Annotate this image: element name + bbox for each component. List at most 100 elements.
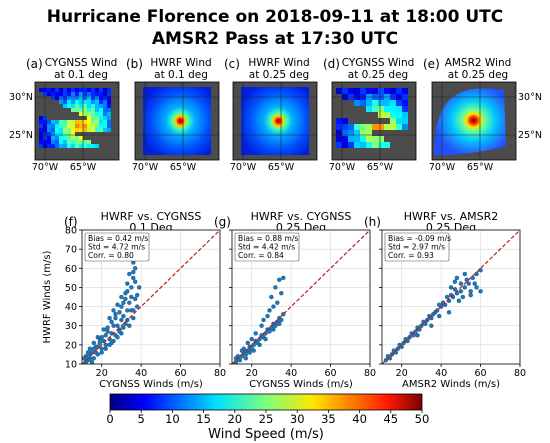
x-tick-label: 60 — [175, 368, 187, 379]
scatter-point — [462, 271, 467, 277]
scatter-point — [454, 275, 460, 281]
scatter-point — [253, 331, 258, 336]
colorbar-ticks: 0 5 10 15 20 25 30 35 40 45 50 — [106, 410, 429, 426]
map-lon-tick: 70°W — [329, 162, 356, 173]
scatter-point — [257, 342, 262, 348]
scatter-points — [81, 260, 142, 365]
map-title-line2: at 0.1 deg — [54, 69, 108, 81]
colorbar-gradient — [109, 393, 423, 411]
scatter-point — [91, 356, 97, 361]
stats-line: Std = 4.72 m/s — [88, 243, 145, 252]
scatter-point — [99, 350, 104, 355]
scatter-point — [437, 313, 442, 319]
map-title-line2: at 0.25 deg — [249, 69, 309, 81]
scatter-point — [437, 302, 442, 307]
x-axis-label: CYGNSS Winds (m/s) — [249, 379, 353, 390]
map-frame — [134, 81, 220, 161]
scatter-point — [131, 269, 136, 275]
map-panel-letter: (d) — [323, 57, 340, 71]
scatter-point — [269, 294, 274, 300]
scatter-point — [281, 275, 286, 281]
scatter-point — [111, 323, 116, 328]
scatter-point — [109, 319, 114, 325]
scatter-point — [444, 294, 450, 300]
map-lat-tick: 30°N — [518, 92, 542, 103]
map-frame — [232, 81, 318, 161]
scatter-point — [452, 279, 458, 284]
scatter-point — [279, 317, 284, 323]
scatter-point — [103, 342, 108, 348]
scatter-point — [95, 335, 101, 340]
colorbar: 0 5 10 15 20 25 30 35 40 45 50 Wind Speed (m/s) — [106, 393, 429, 442]
stats-box-frame — [234, 232, 300, 262]
map-lon-tick: 65°W — [367, 162, 394, 173]
y-tick-label: 70 — [65, 245, 77, 256]
scatter-point — [91, 346, 97, 351]
x-tick-label: 80 — [364, 368, 376, 379]
scatter-point — [132, 296, 138, 302]
scatter-title: HWRF vs. AMSR2 — [404, 210, 499, 223]
one-to-one-line — [231, 229, 371, 365]
colorbar-tick-label: 10 — [165, 412, 180, 426]
scatter-point — [132, 266, 138, 271]
stats-line: Corr. = 0.80 — [88, 251, 134, 260]
scatter-point — [123, 296, 128, 302]
map-panel-letter: (c) — [224, 57, 240, 71]
scatter-point — [468, 289, 473, 294]
scatter-point — [81, 356, 87, 361]
y-axis-label: HWRF Winds (m/s) — [42, 250, 53, 343]
stats-line: Corr. = 0.93 — [388, 251, 434, 260]
map-panel-letter: (b) — [126, 57, 143, 71]
scatter-panel-letter: (h) — [364, 215, 381, 229]
map-lat-tick: 25°N — [518, 130, 542, 141]
scatter-point — [448, 285, 454, 290]
scatter-point — [107, 315, 112, 321]
one-to-one-line — [381, 229, 521, 365]
y-tick-label: 50 — [65, 283, 77, 294]
scatter-point — [127, 271, 132, 277]
map-lon-tick: 70°W — [230, 162, 257, 173]
scatter-title: HWRF vs. CYGNSS — [101, 210, 202, 223]
scatter-point — [131, 275, 136, 281]
scatter-point — [115, 323, 120, 328]
x-tick-label: 40 — [135, 368, 147, 379]
scatter-point — [458, 281, 464, 286]
map-title-line1: CYGNSS Wind — [45, 57, 118, 69]
scatter-point — [271, 304, 276, 309]
map-title-line1: HWRF Wind — [248, 57, 309, 69]
scatter-point — [95, 352, 101, 357]
scatter-point — [466, 281, 471, 286]
map-title-line2: at 0.25 deg — [348, 69, 408, 81]
scatter-point — [429, 323, 434, 328]
map-title-line1: HWRF Wind — [150, 57, 211, 69]
scatter-point — [127, 323, 132, 328]
figure-title-line2: AMSR2 Pass at 17:30 UTC — [152, 29, 398, 49]
stats-line: Bias = -0.09 m/s — [388, 234, 451, 243]
scatter-point — [125, 308, 130, 313]
x-tick-label: 60 — [325, 368, 337, 379]
map-lon-tick: 65°W — [70, 162, 97, 173]
scatter-point — [277, 321, 282, 326]
y-tick-label: 30 — [65, 321, 77, 332]
scatter-panel-letter: (g) — [214, 215, 231, 229]
scatter-point — [87, 346, 93, 351]
stats-line: Bias = 0.42 m/s — [88, 234, 148, 243]
map-lat-tick: 30°N — [9, 92, 33, 103]
scatter-title: HWRF vs. CYGNSS — [251, 210, 352, 223]
scatter-point — [89, 359, 95, 365]
map-lon-tick: 70°W — [132, 162, 159, 173]
colorbar-tick-label: 50 — [415, 412, 430, 426]
scatter-point — [111, 308, 116, 313]
map-frame — [331, 81, 417, 161]
map-lat-tick: 25°N — [9, 130, 33, 141]
x-tick-label: 20 — [246, 368, 258, 379]
y-tick-label: 40 — [65, 302, 77, 313]
stats-box-frame — [84, 232, 150, 262]
scatter-point — [452, 287, 458, 292]
colorbar-tick-label: 5 — [138, 412, 145, 426]
scatter-point — [472, 281, 477, 286]
scatter-point — [267, 308, 272, 313]
